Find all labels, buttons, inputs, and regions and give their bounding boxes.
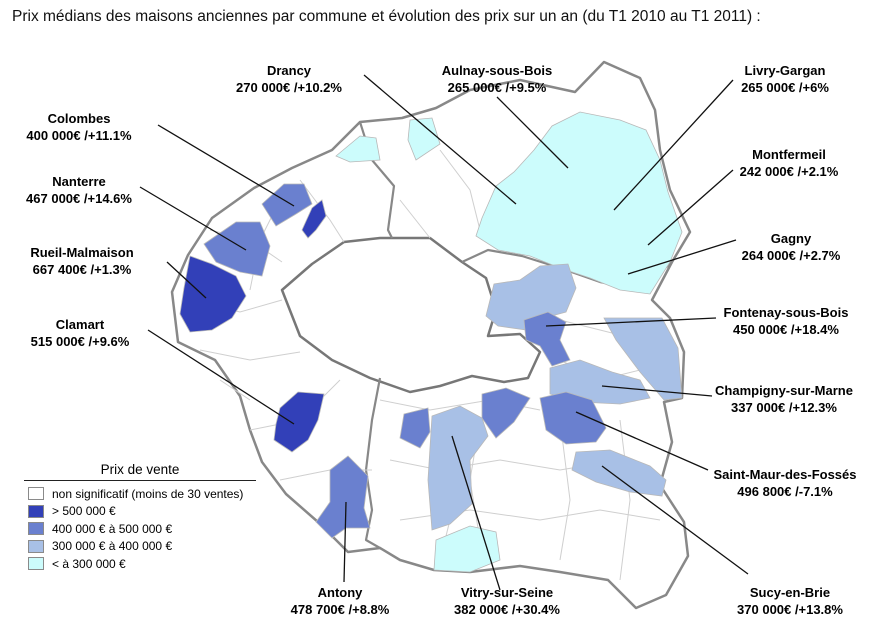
commune-name: Colombes	[47, 111, 111, 126]
legend-item: non significatif (moins de 30 ventes)	[24, 485, 256, 503]
callout-livry-gargan: Livry-Gargan 265 000€ /+6%	[720, 62, 850, 96]
callout-fontenay: Fontenay-sous-Bois 450 000€ /+18.4%	[716, 304, 856, 338]
callout-vitry: Vitry-sur-Seine 382 000€ /+30.4%	[434, 584, 580, 618]
commune-value: 515 000€ /+9.6%	[30, 334, 130, 349]
commune-name: Sucy-en-Brie	[749, 585, 831, 600]
callout-drancy: Drancy 270 000€ /+10.2%	[218, 62, 360, 96]
commune-value: 400 000€ /+11.1%	[26, 128, 132, 143]
legend-label: 400 000 € à 500 000 €	[52, 521, 173, 536]
legend-item: 400 000 € à 500 000 €	[24, 520, 256, 538]
legend-item: < à 300 000 €	[24, 555, 256, 573]
commune-value: 337 000€ /+12.3%	[731, 400, 837, 415]
legend-swatch	[28, 487, 44, 501]
callout-aulnay: Aulnay-sous-Bois 265 000€ /+9.5%	[424, 62, 570, 96]
callout-colombes: Colombes 400 000€ /+11.1%	[14, 110, 144, 144]
commune-value: 496 800€ /-7.1%	[737, 484, 833, 499]
commune-value: 478 700€ /+8.8%	[290, 602, 390, 617]
legend-swatch	[28, 557, 44, 571]
commune-value: 370 000€ /+13.8%	[737, 602, 843, 617]
commune-name: Saint-Maur-des-Fossés	[713, 467, 857, 482]
callout-sucy: Sucy-en-Brie 370 000€ /+13.8%	[720, 584, 860, 618]
legend-title: Prix de vente	[24, 462, 256, 481]
legend-swatch	[28, 504, 44, 518]
callout-clamart: Clamart 515 000€ /+9.6%	[14, 316, 146, 350]
callout-nanterre: Nanterre 467 000€ /+14.6%	[14, 173, 144, 207]
callout-saint-maur: Saint-Maur-des-Fossés 496 800€ /-7.1%	[704, 466, 866, 500]
commune-value: 467 000€ /+14.6%	[26, 191, 132, 206]
callout-antony: Antony 478 700€ /+8.8%	[272, 584, 408, 618]
commune-name: Vitry-sur-Seine	[460, 585, 554, 600]
callout-champigny: Champigny-sur-Marne 337 000€ /+12.3%	[708, 382, 860, 416]
legend-label: 300 000 € à 400 000 €	[52, 539, 173, 554]
commune-name: Rueil-Malmaison	[30, 245, 134, 260]
legend-item: > 500 000 €	[24, 503, 256, 521]
commune-value: 264 000€ /+2.7%	[741, 248, 841, 263]
paris-outline	[280, 236, 542, 394]
commune-name: Clamart	[55, 317, 105, 332]
commune-name: Montfermeil	[752, 147, 826, 162]
commune-value: 450 000€ /+18.4%	[733, 322, 839, 337]
commune-value: 242 000€ /+2.1%	[739, 164, 839, 179]
commune-value: 270 000€ /+10.2%	[236, 80, 342, 95]
commune-name: Livry-Gargan	[744, 63, 826, 78]
zone-lt300	[335, 111, 683, 573]
callout-rueil-malmaison: Rueil-Malmaison 667 400€ /+1.3%	[12, 244, 152, 278]
zone-300-400	[427, 263, 683, 531]
map-title: Prix médians des maisons anciennes par c…	[12, 8, 761, 25]
callout-gagny: Gagny 264 000€ /+2.7%	[728, 230, 854, 264]
legend-label: > 500 000 €	[52, 504, 116, 519]
commune-name: Fontenay-sous-Bois	[723, 305, 849, 320]
commune-name: Champigny-sur-Marne	[715, 383, 853, 398]
commune-name: Aulnay-sous-Bois	[441, 63, 553, 78]
commune-value: 265 000€ /+6%	[741, 80, 829, 95]
callout-leaders	[139, 74, 749, 591]
legend-label: non significatif (moins de 30 ventes)	[52, 486, 244, 501]
commune-name: Drancy	[266, 63, 312, 78]
legend-item: 300 000 € à 400 000 €	[24, 538, 256, 556]
zone-400-500	[203, 183, 607, 539]
zone-gt500	[179, 199, 327, 453]
commune-name: Antony	[317, 585, 363, 600]
commune-value: 382 000€ /+30.4%	[454, 602, 560, 617]
legend-swatch	[28, 522, 44, 536]
callout-montfermeil: Montfermeil 242 000€ /+2.1%	[724, 146, 854, 180]
legend: Prix de vente non significatif (moins de…	[24, 462, 256, 573]
legend-swatch	[28, 539, 44, 553]
commune-value: 265 000€ /+9.5%	[447, 80, 547, 95]
commune-name: Nanterre	[52, 174, 106, 189]
legend-label: < à 300 000 €	[52, 556, 126, 571]
commune-value: 667 400€ /+1.3%	[32, 262, 132, 277]
commune-name: Gagny	[770, 231, 812, 246]
